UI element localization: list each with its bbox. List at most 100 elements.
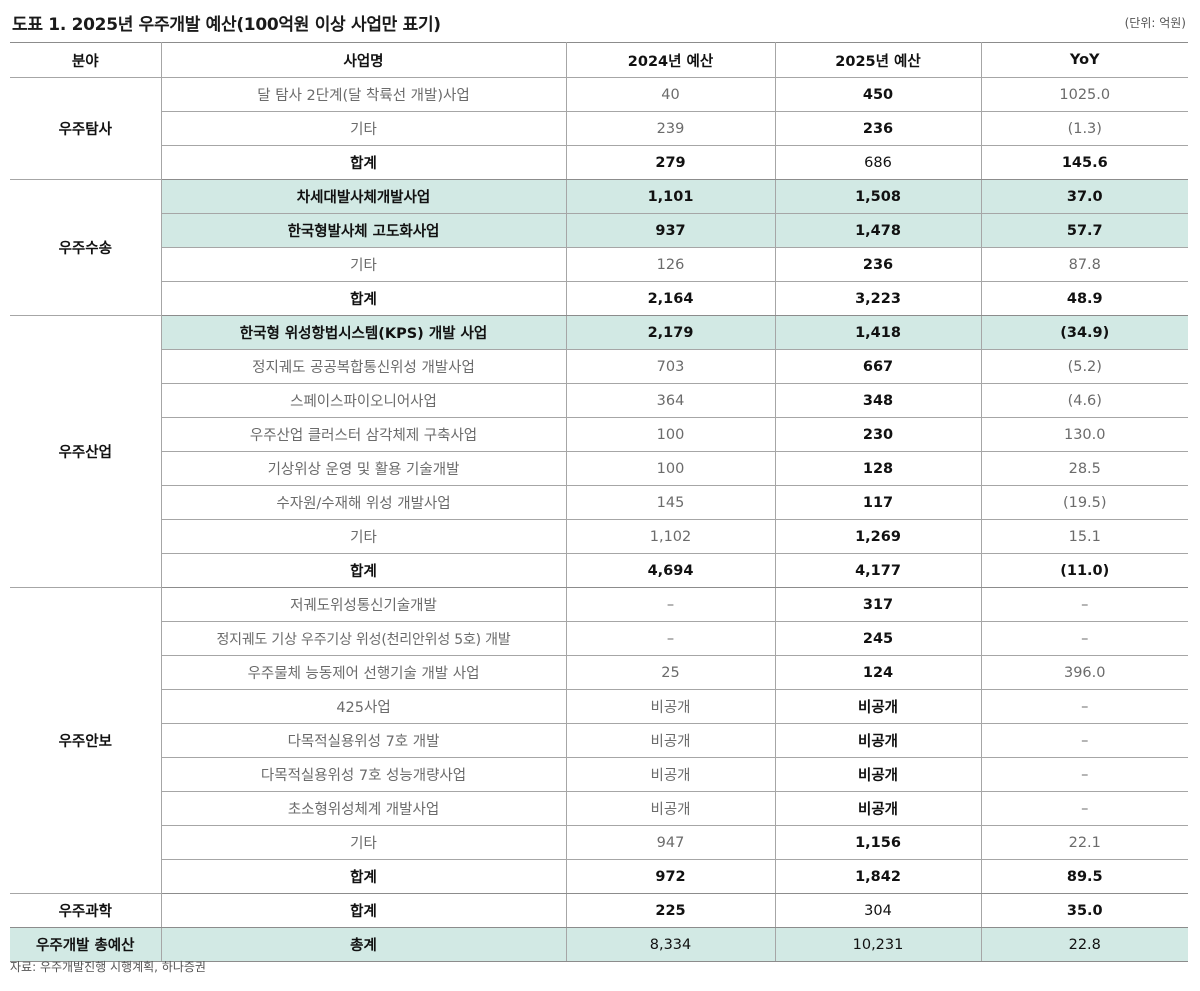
budget-2024: 937 xyxy=(565,213,776,248)
table-row: 수자원/수재해 위성 개발사업 145 117 (19.5) xyxy=(10,485,1188,520)
budget-2024: 703 xyxy=(565,349,776,384)
project-name: 총계 xyxy=(160,927,567,962)
budget-2025: 비공개 xyxy=(774,689,982,724)
table-row: 우주탐사 달 탐사 2단계(달 착륙선 개발)사업 40 450 1025.0 xyxy=(10,77,1188,180)
table-row: 기타 126 236 87.8 xyxy=(10,247,1188,282)
budget-2025: 348 xyxy=(774,383,982,418)
budget-2025: 450 xyxy=(774,77,982,112)
yoy-value: 130.0 xyxy=(980,417,1188,452)
project-name: 정지궤도 기상 우주기상 위성(천리안위성 5호) 개발 xyxy=(161,621,567,656)
budget-2024: 1,101 xyxy=(565,179,776,214)
budget-2024: 100 xyxy=(565,451,776,486)
budget-2024: 1,102 xyxy=(565,519,776,554)
project-name: 다목적실용위성 7호 성능개량사업 xyxy=(161,757,567,792)
header-row: 분야 사업명 2024년 예산 2025년 예산 YoY xyxy=(10,42,1188,78)
budget-2025: 667 xyxy=(774,349,982,384)
column-header-2024: 2024년 예산 xyxy=(565,42,776,78)
budget-2025: 4,177 xyxy=(774,553,982,588)
project-name: 기타 xyxy=(161,111,567,146)
project-name: 수자원/수재해 위성 개발사업 xyxy=(161,485,567,520)
table-row-highlighted: 우주산업 한국형 위성항법시스템(KPS) 개발 사업 2,179 1,418 … xyxy=(10,315,1188,588)
yoy-value: 57.7 xyxy=(980,213,1188,248)
table-row: 다목적실용위성 7호 성능개량사업 비공개 비공개 – xyxy=(10,757,1188,792)
budget-2024: 145 xyxy=(565,485,776,520)
yoy-value: – xyxy=(980,621,1188,656)
column-header-project: 사업명 xyxy=(160,42,567,78)
yoy-value: – xyxy=(980,757,1188,792)
yoy-value: – xyxy=(980,689,1188,724)
project-name: 기상위상 운영 및 활용 기술개발 xyxy=(161,451,567,486)
budget-2025: 1,508 xyxy=(774,179,982,214)
budget-2024: 비공개 xyxy=(565,757,776,792)
budget-2025: 236 xyxy=(774,247,982,282)
budget-2024: 비공개 xyxy=(565,689,776,724)
table-row: 기상위상 운영 및 활용 기술개발 100 128 28.5 xyxy=(10,451,1188,486)
project-name: 합계 xyxy=(161,281,567,316)
yoy-value: – xyxy=(980,791,1188,826)
budget-2025: 1,478 xyxy=(774,213,982,248)
field-cell: 우주개발 총예산 xyxy=(10,927,162,962)
budget-2025: 117 xyxy=(774,485,982,520)
budget-2024: 279 xyxy=(565,145,776,180)
table-row: 우주안보 저궤도위성통신기술개발 – 317 – xyxy=(10,587,1188,894)
budget-2025: 비공개 xyxy=(774,757,982,792)
project-name: 한국형 위성항법시스템(KPS) 개발 사업 xyxy=(160,315,567,350)
yoy-value: (5.2) xyxy=(980,349,1188,384)
table-row: 우주물체 능동제어 선행기술 개발 사업 25 124 396.0 xyxy=(10,655,1188,690)
budget-2025: 1,269 xyxy=(774,519,982,554)
budget-2025: 비공개 xyxy=(774,723,982,758)
budget-2024: – xyxy=(565,587,776,622)
budget-2024: 4,694 xyxy=(565,553,776,588)
project-name: 저궤도위성통신기술개발 xyxy=(160,587,567,622)
subtotal-row: 합계 2,164 3,223 48.9 xyxy=(10,281,1188,316)
yoy-value: 89.5 xyxy=(980,859,1188,894)
budget-2025: 1,842 xyxy=(774,859,982,894)
yoy-value: 1025.0 xyxy=(980,77,1188,112)
project-name: 스페이스파이오니어사업 xyxy=(161,383,567,418)
budget-2025: 686 xyxy=(774,145,982,180)
field-cell: 우주산업 xyxy=(10,315,162,588)
project-name: 한국형발사체 고도화사업 xyxy=(161,213,567,248)
field-cell: 우주과학 xyxy=(10,893,162,928)
table-row: 정지궤도 공공복합통신위성 개발사업 703 667 (5.2) xyxy=(10,349,1188,384)
budget-2025: 317 xyxy=(774,587,982,622)
budget-2025: 128 xyxy=(774,451,982,486)
table-row: 초소형위성체계 개발사업 비공개 비공개 – xyxy=(10,791,1188,826)
yoy-value: 145.6 xyxy=(980,145,1188,180)
budget-2024: 2,179 xyxy=(565,315,776,350)
budget-2024: 364 xyxy=(565,383,776,418)
budget-2024: 126 xyxy=(565,247,776,282)
budget-2025: 비공개 xyxy=(774,791,982,826)
project-name: 차세대발사체개발사업 xyxy=(160,179,567,214)
budget-2025: 124 xyxy=(774,655,982,690)
budget-2024: 972 xyxy=(565,859,776,894)
project-name: 정지궤도 공공복합통신위성 개발사업 xyxy=(161,349,567,384)
project-name: 기타 xyxy=(161,247,567,282)
budget-2024: 947 xyxy=(565,825,776,860)
project-name: 다목적실용위성 7호 개발 xyxy=(161,723,567,758)
subtotal-row: 우주과학 합계 225 304 35.0 xyxy=(10,893,1188,928)
project-name: 합계 xyxy=(160,893,567,928)
yoy-value: 22.1 xyxy=(980,825,1188,860)
yoy-value: (4.6) xyxy=(980,383,1188,418)
budget-2025: 1,418 xyxy=(774,315,982,350)
table-row-highlighted: 우주수송 차세대발사체개발사업 1,101 1,508 37.0 xyxy=(10,179,1188,316)
grand-total-row: 우주개발 총예산 총계 8,334 10,231 22.8 xyxy=(10,927,1188,962)
project-name: 합계 xyxy=(161,553,567,588)
unit-note: (단위: 억원) xyxy=(1124,16,1186,30)
yoy-value: 22.8 xyxy=(980,927,1188,962)
budget-2024: 25 xyxy=(565,655,776,690)
budget-2025: 304 xyxy=(774,893,982,928)
budget-2024: 비공개 xyxy=(565,723,776,758)
field-cell: 우주수송 xyxy=(10,179,162,316)
yoy-value: 396.0 xyxy=(980,655,1188,690)
project-name: 합계 xyxy=(161,145,567,180)
table-title: 도표 1. 2025년 우주개발 예산(100억원 이상 사업만 표기) xyxy=(12,15,441,35)
subtotal-row: 합계 972 1,842 89.5 xyxy=(10,859,1188,894)
table-caption: 도표 1. 2025년 우주개발 예산(100억원 이상 사업만 표기) (단위… xyxy=(10,6,1188,36)
yoy-value: (34.9) xyxy=(980,315,1188,350)
yoy-value: 87.8 xyxy=(980,247,1188,282)
project-name: 기타 xyxy=(161,519,567,554)
budget-2024: 비공개 xyxy=(565,791,776,826)
table-row: 다목적실용위성 7호 개발 비공개 비공개 – xyxy=(10,723,1188,758)
